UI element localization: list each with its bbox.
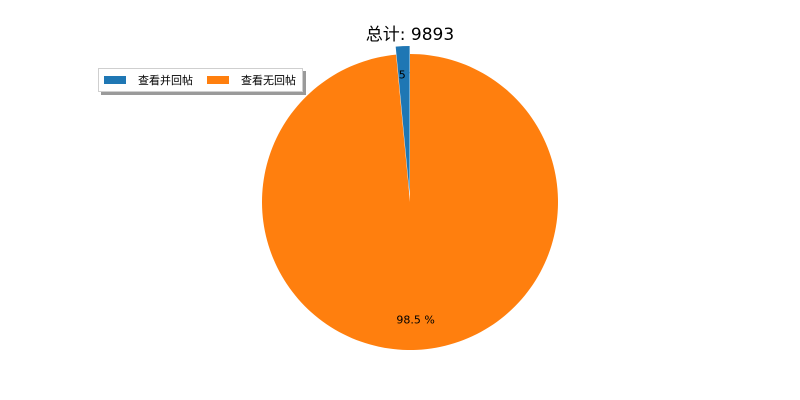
legend-swatch-1 bbox=[207, 76, 229, 84]
legend-label-0: 查看并回帖 bbox=[138, 74, 193, 87]
legend: 查看并回帖 查看无回帖 bbox=[98, 68, 303, 92]
legend-label-1: 查看无回帖 bbox=[241, 74, 296, 87]
legend-item-1: 查看无回帖 bbox=[207, 72, 296, 88]
legend-swatch-0 bbox=[104, 76, 126, 84]
chart-title: 总计: 9893 bbox=[365, 25, 455, 45]
legend-item-0: 查看并回帖 bbox=[104, 72, 193, 88]
pie-slice-0 bbox=[395, 46, 410, 195]
pie-slice-label-1: 98.5 % bbox=[396, 313, 434, 326]
pie-slice-1 bbox=[261, 54, 558, 350]
